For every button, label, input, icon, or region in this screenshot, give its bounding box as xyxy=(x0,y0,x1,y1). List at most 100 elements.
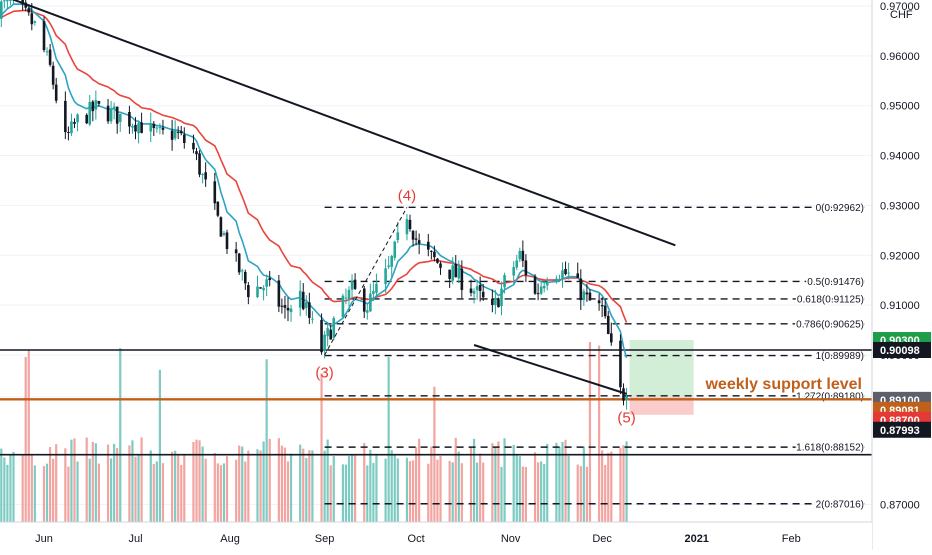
candle-122 xyxy=(515,254,519,271)
volume-bar-33 xyxy=(134,456,137,522)
candle-101 xyxy=(427,233,430,257)
position-zones[interactable] xyxy=(629,340,694,415)
candle-body-43 xyxy=(176,131,180,133)
candle-body-52 xyxy=(216,201,220,216)
candle-body-115 xyxy=(481,291,485,298)
volume-bar-28 xyxy=(113,443,116,522)
volume-bar-116 xyxy=(491,443,494,522)
volume-bar-145 xyxy=(610,451,613,522)
candle-body-30 xyxy=(118,113,122,122)
y-tick-9: 0.87000 xyxy=(880,500,920,512)
candle-body-44 xyxy=(179,131,183,134)
candle-body-19 xyxy=(73,122,76,124)
candle-73 xyxy=(305,295,308,316)
candle-145 xyxy=(610,322,613,346)
volume-bar-95 xyxy=(396,458,399,522)
volume-bar-102 xyxy=(430,446,433,522)
candle-62 xyxy=(259,287,262,289)
candle-body-146 xyxy=(619,340,622,388)
price-badge-bg-1 xyxy=(873,341,931,358)
volume-bar-123 xyxy=(518,456,521,522)
target-zone xyxy=(629,340,694,397)
candle-body-107 xyxy=(451,265,454,281)
candle-body-116 xyxy=(491,298,494,305)
support-annotation: weekly support level xyxy=(704,376,862,393)
volume-bar-47 xyxy=(195,439,198,522)
candle-43 xyxy=(176,126,180,140)
volume-bar-39 xyxy=(158,369,161,522)
candle-body-38 xyxy=(155,127,159,129)
candle-body-73 xyxy=(305,302,308,308)
candle-75 xyxy=(311,311,314,324)
candle-body-45 xyxy=(183,134,186,143)
candle-59 xyxy=(244,269,247,290)
volume-bar-101 xyxy=(427,463,430,522)
price-badge-label-1: 0.90098 xyxy=(880,345,920,357)
candle-body-130 xyxy=(545,281,549,286)
volume-bar-65 xyxy=(268,438,271,522)
volume-bar-129 xyxy=(543,463,546,522)
volume-bar-144 xyxy=(607,452,610,522)
horizontal-lines[interactable] xyxy=(0,349,872,456)
candle-body-147 xyxy=(622,388,625,401)
candle-115 xyxy=(481,283,485,301)
volume-bar-130 xyxy=(546,443,549,522)
candle-146 xyxy=(619,334,622,395)
volume-bar-81 xyxy=(341,464,344,522)
candle-body-41 xyxy=(170,130,174,140)
candle-body-144 xyxy=(606,315,610,334)
volume-bar-12 xyxy=(45,463,49,522)
candle-body-65 xyxy=(268,278,271,281)
candle-34 xyxy=(137,121,140,144)
volume-bar-90 xyxy=(375,454,378,522)
y-tick-3: 0.94000 xyxy=(880,151,920,163)
volume-bar-108 xyxy=(454,437,457,522)
volume-bar-112 xyxy=(472,438,476,522)
volume-bar-77 xyxy=(323,450,326,522)
volume-bar-78 xyxy=(326,439,329,522)
candle-38 xyxy=(155,125,159,133)
candle-body-89 xyxy=(372,291,375,294)
candle-body-95 xyxy=(396,232,400,241)
candle-body-62 xyxy=(259,287,262,289)
candle-127 xyxy=(536,283,540,301)
candle-132 xyxy=(558,274,561,282)
candle-6 xyxy=(21,0,24,11)
candle-body-8 xyxy=(27,8,31,13)
candle-48 xyxy=(198,150,201,178)
candle-2 xyxy=(3,0,6,9)
candle-90 xyxy=(375,273,378,299)
candle-body-117 xyxy=(494,298,497,306)
candle-103 xyxy=(433,245,436,262)
volume-bar-36 xyxy=(149,450,152,522)
candle-body-131 xyxy=(555,278,558,281)
candle-37 xyxy=(152,121,156,136)
candle-96 xyxy=(405,214,409,241)
candle-133 xyxy=(561,262,564,288)
candle-138 xyxy=(582,288,586,306)
candle-142 xyxy=(600,297,604,318)
candle-108 xyxy=(454,255,458,278)
volume-bar-66 xyxy=(277,438,280,522)
wave-label-2: (5) xyxy=(617,409,635,426)
candle-99 xyxy=(414,230,418,246)
candle-body-124 xyxy=(521,250,525,261)
trendlines[interactable] xyxy=(10,0,676,395)
candle-85 xyxy=(353,273,357,291)
candle-body-113 xyxy=(475,286,479,291)
volume-bar-18 xyxy=(70,439,73,522)
volume-bar-32 xyxy=(131,440,134,522)
candle-98 xyxy=(411,229,415,247)
ema-slow-line xyxy=(0,9,628,323)
candle-74 xyxy=(308,292,311,325)
volume-bar-67 xyxy=(280,445,283,522)
candle-body-122 xyxy=(515,260,519,268)
volume-bar-93 xyxy=(390,450,393,522)
fib-levels[interactable]: 0(0.92962) 0.5(0.91476) 0.618(0.91125) 0.78… xyxy=(324,201,866,512)
volume-bar-127 xyxy=(537,462,540,522)
candle-82 xyxy=(344,288,348,305)
candle-44 xyxy=(179,125,183,136)
volume-bar-74 xyxy=(308,450,311,522)
